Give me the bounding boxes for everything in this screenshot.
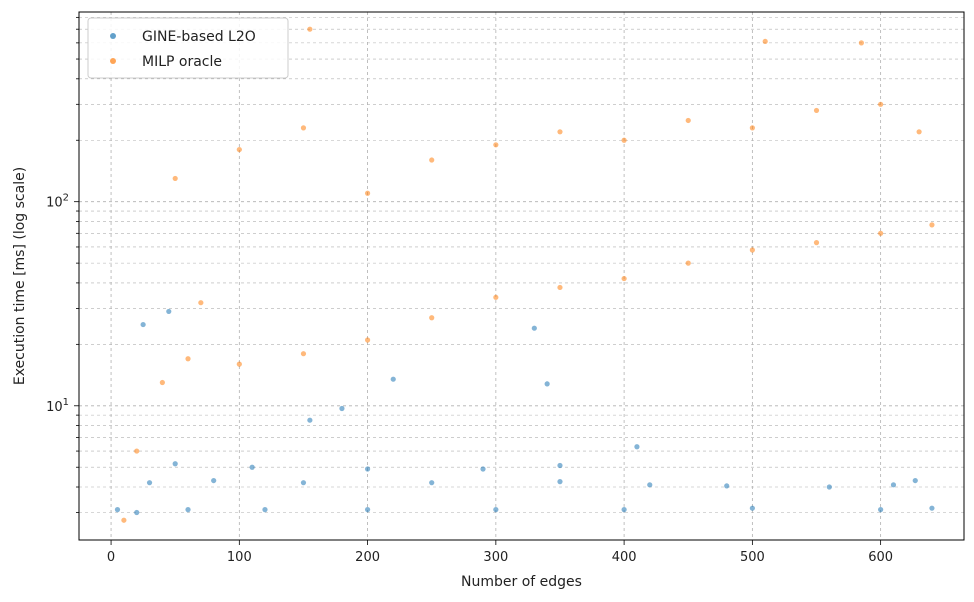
legend-box [87, 17, 289, 79]
grid [79, 12, 964, 540]
data-point [236, 361, 242, 367]
legend-label-milp: MILP oracle [142, 54, 222, 70]
x-tick-label: 400 [612, 550, 637, 565]
data-point [634, 444, 640, 450]
data-point [749, 125, 755, 131]
data-point [826, 484, 832, 490]
series-0 [114, 308, 935, 516]
data-point [685, 117, 691, 124]
data-point [185, 507, 191, 513]
data-point [621, 137, 627, 143]
data-point [878, 230, 884, 236]
data-point [929, 222, 935, 228]
data-point [858, 40, 864, 46]
data-point [929, 505, 935, 511]
data-point [364, 466, 371, 472]
data-point [300, 351, 307, 357]
data-point [262, 507, 268, 513]
data-point [621, 507, 627, 513]
data-point [159, 379, 165, 386]
data-point [878, 101, 884, 107]
data-point [364, 337, 371, 343]
legend-marker-milp [110, 58, 116, 64]
data-point [121, 517, 127, 523]
series-1 [121, 26, 935, 523]
data-point [480, 466, 486, 472]
data-point [557, 462, 563, 469]
data-point [493, 142, 499, 148]
data-point [621, 275, 627, 282]
data-point [364, 507, 371, 513]
data-point [916, 129, 922, 135]
data-point [878, 507, 884, 513]
data-point [557, 129, 563, 135]
data-point [724, 483, 730, 489]
y-tick-label: 101 [46, 397, 69, 415]
data-point [813, 240, 820, 246]
data-point [198, 300, 204, 306]
data-point [429, 315, 435, 321]
data-point [912, 477, 918, 484]
data-point [185, 356, 191, 362]
y-axis-label: Execution time [ms] (log scale) [12, 167, 28, 385]
data-points [114, 26, 935, 523]
data-point [493, 507, 499, 513]
data-point [685, 260, 691, 266]
data-point [166, 308, 172, 315]
data-point [890, 482, 897, 488]
data-point [557, 479, 563, 485]
data-point [429, 157, 435, 163]
data-point [762, 38, 768, 45]
data-point [429, 480, 435, 486]
x-tick-label: 600 [868, 550, 893, 565]
data-point [749, 247, 755, 253]
data-point [364, 190, 371, 196]
data-point [307, 26, 313, 32]
data-point [146, 480, 153, 486]
legend-marker-gine [110, 33, 116, 39]
data-point [236, 146, 242, 153]
data-point [531, 325, 537, 331]
legend-label-gine: GINE-based L2O [142, 29, 256, 45]
data-point [390, 376, 396, 382]
data-point [249, 464, 255, 470]
data-point [134, 448, 140, 454]
x-tick-label: 300 [483, 550, 508, 565]
data-point [140, 321, 146, 328]
plot-frame [78, 11, 965, 541]
x-axis-label: Number of edges [461, 574, 582, 590]
data-point [493, 294, 499, 300]
data-point [557, 284, 563, 291]
x-tick-label: 200 [355, 550, 380, 565]
x-tick-label: 100 [227, 550, 252, 565]
data-point [134, 509, 140, 516]
data-point [647, 482, 653, 488]
data-point [172, 461, 178, 467]
x-tick-label: 0 [107, 550, 115, 565]
data-point [172, 175, 178, 182]
axis-ticks: 0 100 200 300 400 500 600 101 102 [46, 16, 893, 565]
data-point [544, 381, 550, 387]
x-tick-label: 500 [740, 550, 765, 565]
data-point [749, 505, 755, 511]
data-point [300, 125, 307, 131]
data-point [114, 507, 121, 513]
data-point [307, 417, 313, 423]
data-point [339, 405, 345, 412]
data-point [813, 107, 820, 114]
data-point [300, 480, 307, 486]
legend: GINE-based L2O MILP oracle [87, 17, 289, 79]
y-tick-label: 102 [46, 193, 69, 211]
data-point [211, 477, 217, 484]
